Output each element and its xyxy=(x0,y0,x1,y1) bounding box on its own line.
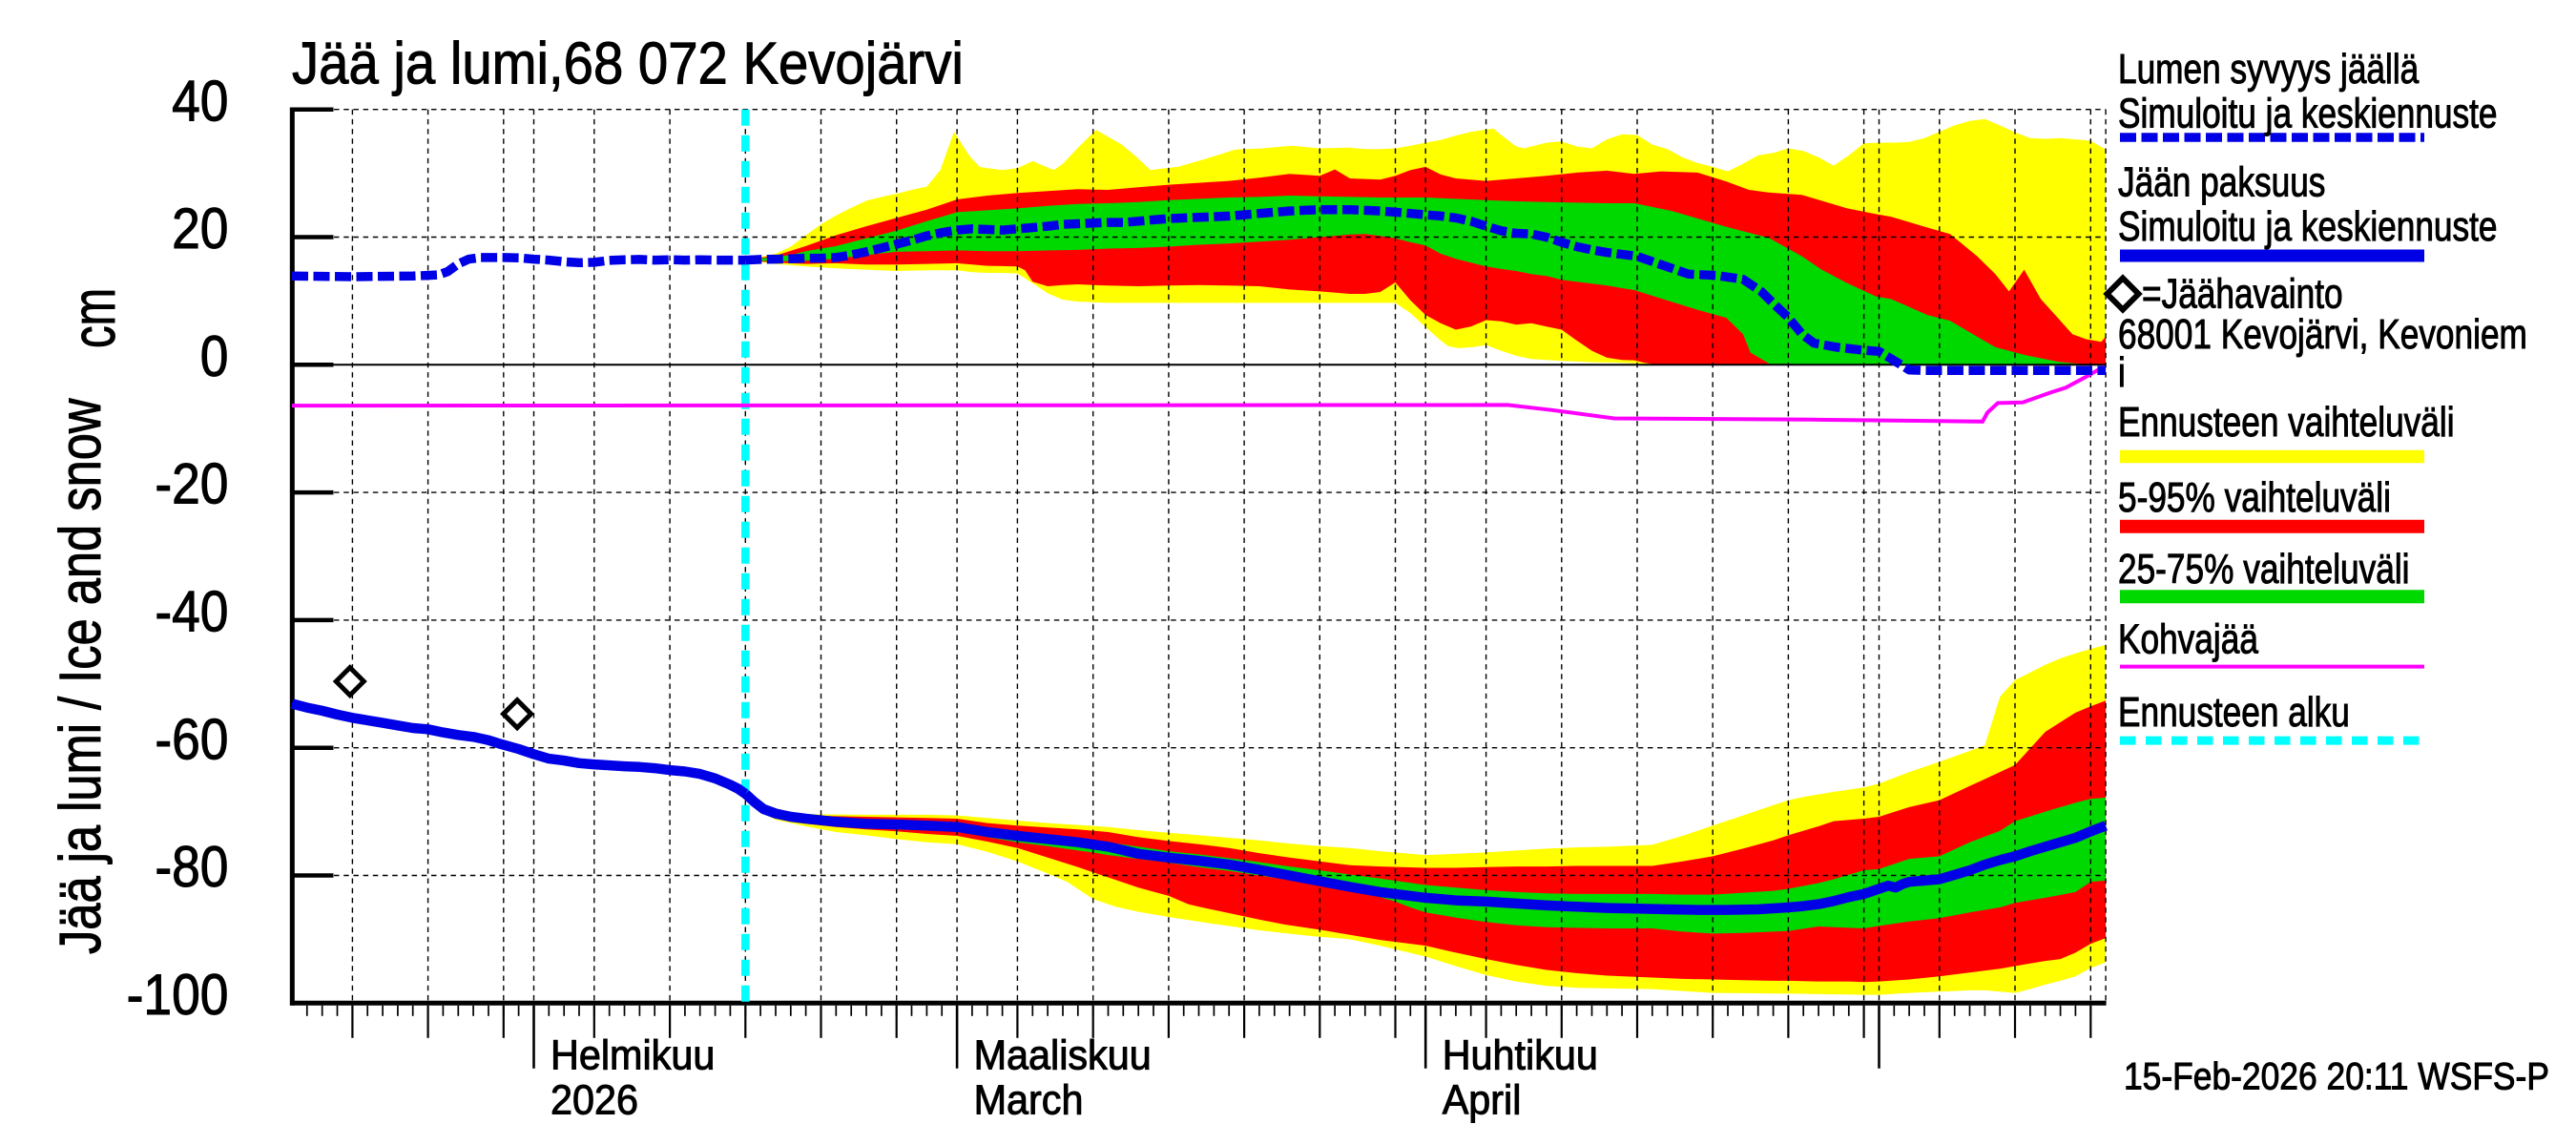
svg-text:-100: -100 xyxy=(127,964,229,1028)
svg-text:40: 40 xyxy=(172,70,228,134)
svg-text:-40: -40 xyxy=(155,581,228,645)
svg-text:April: April xyxy=(1443,1076,1522,1123)
svg-text:i: i xyxy=(2118,350,2126,396)
svg-text:Lumen syvyys jäällä: Lumen syvyys jäällä xyxy=(2118,46,2420,92)
svg-text:March: March xyxy=(974,1076,1084,1123)
svg-text:Ennusteen vaihteluväli: Ennusteen vaihteluväli xyxy=(2118,399,2455,445)
svg-text:Simuloitu ja keskiennuste: Simuloitu ja keskiennuste xyxy=(2118,203,2498,249)
svg-text:Jää ja lumi,68 072 Kevojärvi: Jää ja lumi,68 072 Kevojärvi xyxy=(292,30,964,96)
svg-text:68001 Kevojärvi, Kevoniem: 68001 Kevojärvi, Kevoniem xyxy=(2118,311,2527,357)
svg-text:Jään paksuus: Jään paksuus xyxy=(2118,159,2325,205)
svg-text:20: 20 xyxy=(172,198,228,261)
svg-text:-80: -80 xyxy=(155,836,228,900)
svg-text:0: 0 xyxy=(200,325,229,389)
svg-text:-20: -20 xyxy=(155,453,228,517)
svg-text:Kohvajää: Kohvajää xyxy=(2118,616,2259,662)
svg-text:2026: 2026 xyxy=(551,1076,638,1123)
svg-text:25-75% vaihteluväli: 25-75% vaihteluväli xyxy=(2118,547,2410,593)
svg-text:Maaliskuu: Maaliskuu xyxy=(974,1031,1152,1078)
svg-text:Ennusteen alku: Ennusteen alku xyxy=(2118,689,2350,735)
svg-text:5-95% vaihteluväli: 5-95% vaihteluväli xyxy=(2118,475,2391,521)
svg-text:Huhtikuu: Huhtikuu xyxy=(1443,1031,1598,1078)
svg-text:-60: -60 xyxy=(155,708,228,772)
svg-text:=Jäähavainto: =Jäähavainto xyxy=(2142,271,2343,317)
svg-text:Simuloitu ja keskiennuste: Simuloitu ja keskiennuste xyxy=(2118,91,2498,136)
svg-text:cm: cm xyxy=(59,288,128,348)
svg-text:Jää ja lumi / Ice and snow: Jää ja lumi / Ice and snow xyxy=(48,398,114,954)
svg-text:15-Feb-2026 20:11 WSFS-P: 15-Feb-2026 20:11 WSFS-P xyxy=(2124,1056,2549,1098)
svg-text:Helmikuu: Helmikuu xyxy=(551,1031,715,1078)
